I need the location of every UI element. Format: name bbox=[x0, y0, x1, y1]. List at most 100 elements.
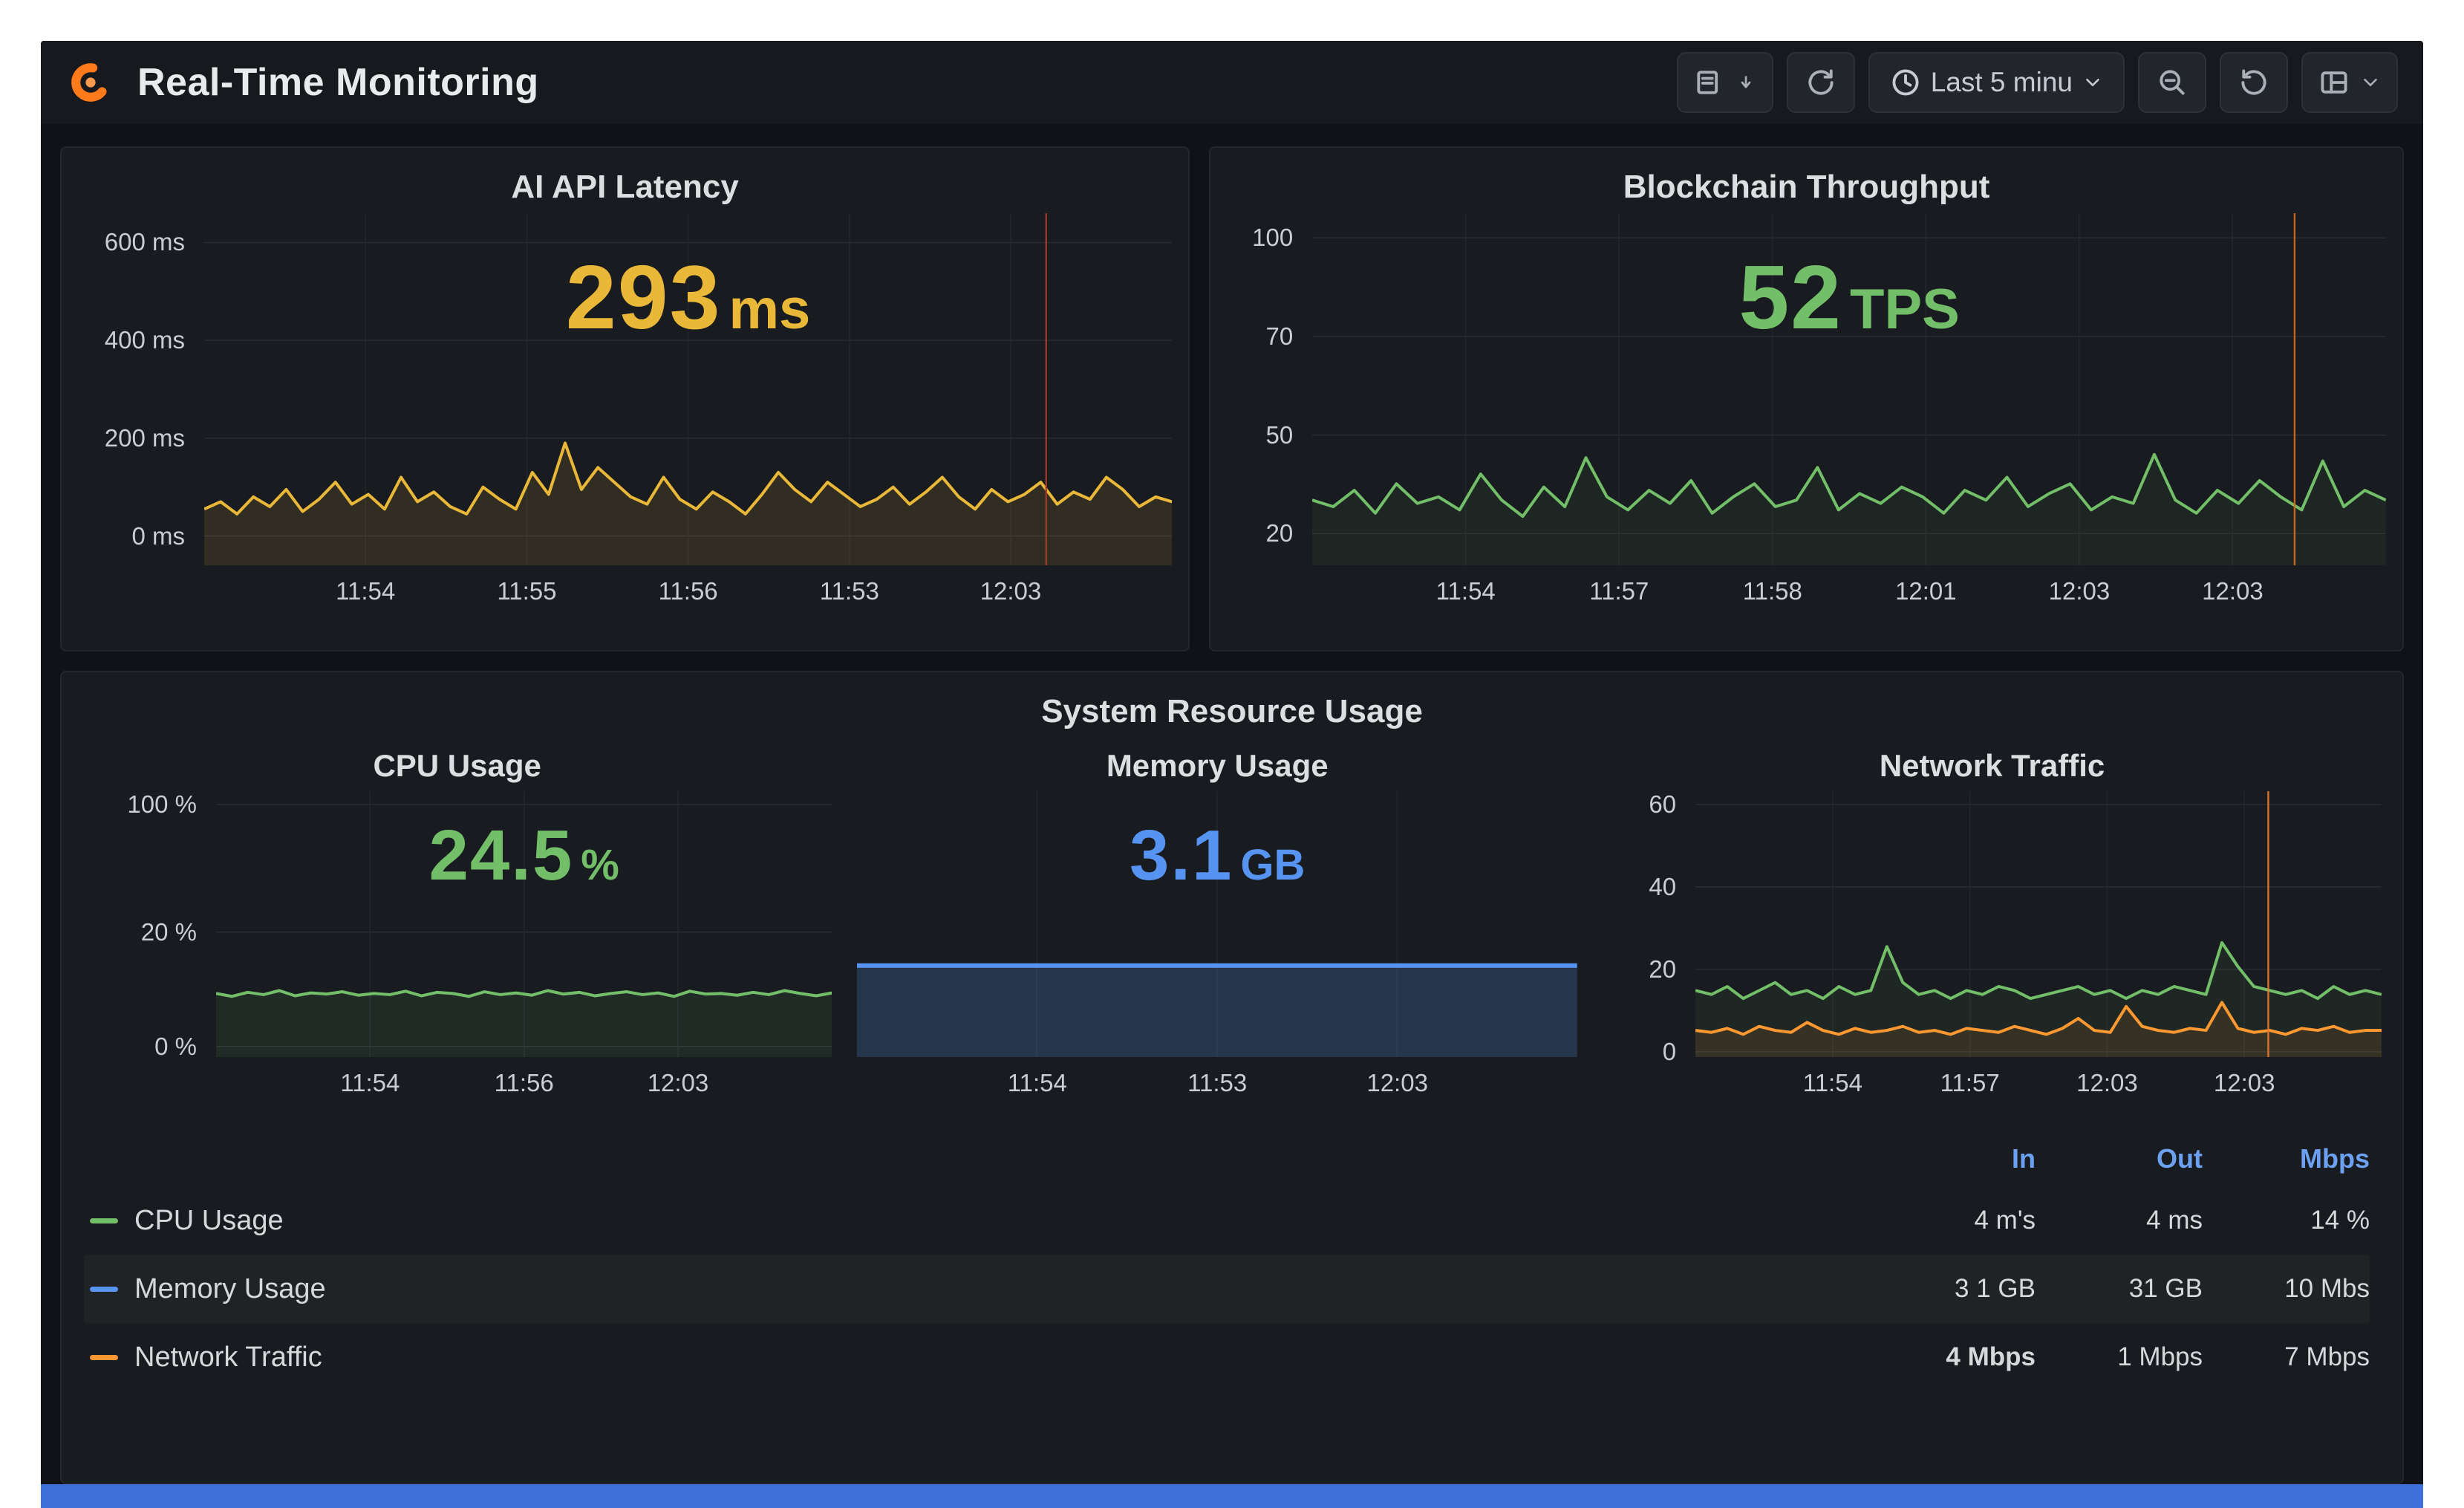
plot-area bbox=[1695, 791, 2382, 1057]
legend-series-name: Memory Usage bbox=[134, 1273, 326, 1304]
latency-chart[interactable]: 600 ms 400 ms 200 ms 0 ms 293 ms 11:54 11:55 1… bbox=[71, 213, 1173, 620]
axis-label: 0 bbox=[1662, 1037, 1677, 1065]
x-axis: 11:54 11:57 12:03 12:03 bbox=[1695, 1057, 2382, 1112]
dashboard-header: Real-Time Monitoring Last 5 minu bbox=[41, 41, 2423, 124]
plot-area: 24.5% bbox=[216, 791, 832, 1057]
axis-label: 11:54 bbox=[1802, 1069, 1862, 1096]
axis-label: 20 % bbox=[140, 917, 197, 946]
axis-label: 20 bbox=[1649, 955, 1677, 983]
axis-label: 0 % bbox=[154, 1032, 197, 1060]
legend-col-mbps: Mbps bbox=[2300, 1143, 2370, 1174]
legend-value: 10 Mbs bbox=[2284, 1274, 2370, 1303]
panel-title: System Resource Usage bbox=[1041, 693, 1423, 729]
axis-label: 50 bbox=[1265, 420, 1294, 449]
x-axis: 11:54 11:56 12:03 bbox=[216, 1057, 832, 1112]
x-axis: 11:54 11:55 11:56 11:53 12:03 bbox=[204, 565, 1172, 620]
axis-label: 12:03 bbox=[2048, 577, 2111, 605]
axis-label: 40 bbox=[1649, 872, 1677, 900]
axis-label: 11:54 bbox=[340, 1069, 400, 1096]
axis-label: 12:03 bbox=[1366, 1069, 1428, 1096]
memory-usage-section: Memory Usage 3.1 GB 11:54 11:53 12:03 bbox=[857, 738, 1578, 1112]
axis-label: 11:55 bbox=[497, 577, 557, 605]
legend-value: 4 Mbps bbox=[1946, 1342, 2036, 1371]
toolbar: Last 5 minu bbox=[1676, 52, 2398, 113]
refresh-button[interactable] bbox=[2220, 52, 2288, 113]
legend-label: Memory Usage bbox=[84, 1273, 1868, 1305]
plot-area: 3.1 GB bbox=[857, 791, 1578, 1057]
axis-label: 12:03 bbox=[647, 1069, 709, 1096]
chart-title: CPU Usage bbox=[373, 748, 541, 783]
memory-chart[interactable]: 3.1 GB 11:54 11:53 12:03 bbox=[857, 791, 1578, 1112]
cycle-icon bbox=[1808, 69, 1834, 95]
legend-value: 1 Mbps bbox=[2117, 1342, 2203, 1371]
zoom-out-button[interactable] bbox=[2138, 52, 2206, 113]
axis-label: 11:57 bbox=[1589, 577, 1649, 605]
network-traffic-section: Network Traffic 60 40 20 0 11:54 11:57 12:03 1… bbox=[1603, 738, 2382, 1112]
series-color-dash bbox=[90, 1354, 118, 1360]
series-color-dash bbox=[90, 1218, 118, 1223]
axis-label: 12:03 bbox=[2076, 1069, 2138, 1096]
legend-value: 4 m's bbox=[1974, 1206, 2036, 1235]
cycle-view-button[interactable] bbox=[1786, 52, 1855, 113]
zoom-out-icon bbox=[2160, 70, 2185, 95]
axis-label: 11:56 bbox=[494, 1069, 554, 1096]
time-range-picker[interactable]: Last 5 minu bbox=[1868, 52, 2125, 113]
chevron-down-icon bbox=[2364, 78, 2377, 87]
y-axis: 600 ms 400 ms 200 ms 0 ms bbox=[71, 213, 204, 565]
cpu-usage-section: CPU Usage 100 % 20 % 0 % 24.5% 11:54 11:56 1… bbox=[82, 738, 832, 1112]
legend-value: 31 GB bbox=[2128, 1274, 2203, 1303]
axis-label: 12:01 bbox=[1895, 577, 1957, 605]
app-logo bbox=[71, 63, 110, 102]
panel-blockchain-throughput: Blockchain Throughput 100 70 50 20 52 TPS 11… bbox=[1209, 146, 2404, 651]
blockchain-chart[interactable]: 100 70 50 20 52 TPS 11:54 11:57 11:58 12:01 12:0… bbox=[1219, 213, 2386, 620]
axis-label: 12:03 bbox=[2202, 577, 2263, 605]
panel-title: Blockchain Throughput bbox=[1623, 169, 1990, 205]
axis-label: 400 ms bbox=[104, 326, 185, 354]
series-color-dash bbox=[90, 1286, 118, 1292]
resource-charts-row: CPU Usage 100 % 20 % 0 % 24.5% 11:54 11:56 1… bbox=[62, 733, 2402, 1112]
legend-col-out: Out bbox=[2157, 1143, 2203, 1174]
panel-ai-api-latency: AI API Latency 600 ms 400 ms 200 ms 0 ms 29… bbox=[60, 146, 1190, 651]
arrow-down-icon bbox=[1741, 76, 1751, 88]
legend-series-name: CPU Usage bbox=[134, 1204, 284, 1236]
panel-title: AI API Latency bbox=[511, 169, 739, 205]
cpu-chart[interactable]: 100 % 20 % 0 % 24.5% 11:54 11:56 12:03 bbox=[82, 790, 832, 1112]
axis-label: 600 ms bbox=[104, 228, 185, 256]
legend-value: 7 Mbps bbox=[2284, 1342, 2370, 1371]
axis-label: 11:53 bbox=[1187, 1069, 1248, 1096]
plot-area: 293 ms bbox=[204, 213, 1173, 565]
legend-value: 4 ms bbox=[2146, 1206, 2203, 1235]
axis-label: 12:03 bbox=[2213, 1069, 2275, 1096]
refresh-icon bbox=[2241, 69, 2266, 95]
clock-icon bbox=[1892, 69, 1919, 96]
legend-label: CPU Usage bbox=[84, 1205, 1868, 1237]
brand: Real-Time Monitoring bbox=[66, 58, 539, 107]
x-axis: 11:54 11:53 12:03 bbox=[857, 1057, 1577, 1112]
layout-button[interactable] bbox=[2301, 52, 2398, 113]
legend-col-in: In bbox=[2012, 1143, 2036, 1174]
footer-accent-bar bbox=[41, 1484, 2423, 1508]
axis-label: 70 bbox=[1265, 322, 1294, 350]
axis-label: 12:03 bbox=[980, 577, 1042, 605]
layout-icon bbox=[2321, 71, 2347, 94]
axis-label: 11:58 bbox=[1742, 577, 1802, 605]
legend-series-name: Network Traffic bbox=[134, 1341, 322, 1373]
top-panels-row: AI API Latency 600 ms 400 ms 200 ms 0 ms 29… bbox=[60, 146, 2404, 651]
axis-label: 11:54 bbox=[1435, 577, 1496, 605]
chart-title: Memory Usage bbox=[1106, 748, 1329, 783]
legend-row-network[interactable]: Network Traffic 4 Mbps 1 Mbps 7 Mbps bbox=[84, 1323, 2370, 1391]
legend-row-memory[interactable]: Memory Usage 3 1 GB 31 GB 10 Mbs bbox=[84, 1255, 2370, 1323]
chevron-down-icon bbox=[2086, 78, 2099, 87]
axis-label: 11:54 bbox=[1007, 1069, 1067, 1096]
page-title: Real-Time Monitoring bbox=[137, 61, 539, 104]
panel-menu-button[interactable] bbox=[1676, 52, 1773, 113]
legend-row-cpu[interactable]: CPU Usage 4 m's 4 ms 14 % bbox=[84, 1186, 2370, 1255]
time-range-label: Last 5 minu bbox=[1930, 67, 2073, 97]
network-chart[interactable]: 60 40 20 0 11:54 11:57 12:03 12:03 bbox=[1603, 790, 2382, 1112]
panel-system-resource-usage: System Resource Usage CPU Usage 100 % 20 … bbox=[60, 671, 2404, 1484]
axis-label: 20 bbox=[1265, 519, 1294, 547]
chart-title: Network Traffic bbox=[1879, 748, 2105, 783]
y-axis: 60 40 20 0 bbox=[1603, 790, 1695, 1065]
axis-label: 11:56 bbox=[658, 577, 718, 605]
